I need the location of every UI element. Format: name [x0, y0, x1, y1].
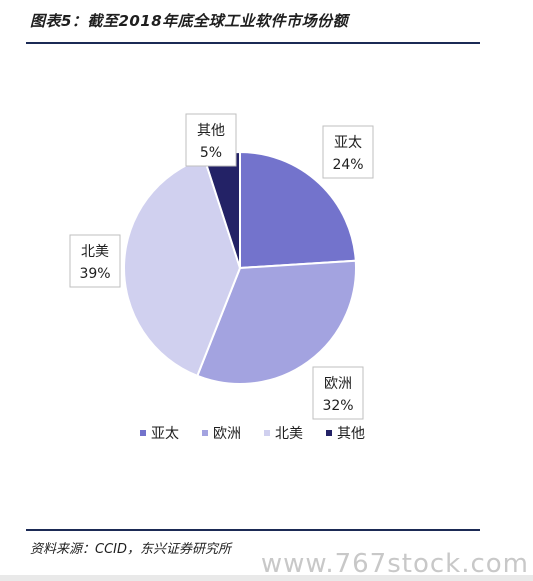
callout-value-label: 32% [322, 398, 353, 414]
legend-label-2: 欧洲 [213, 426, 241, 442]
chart-legend: 亚太 欧洲 北美 其他 [140, 426, 365, 442]
callout-box [185, 113, 237, 167]
callout-category-label: 其他 [197, 123, 225, 139]
legend-swatch-2 [202, 430, 208, 436]
callout-value-label: 24% [332, 157, 363, 173]
pie-slice-1 [239, 150, 357, 270]
callout-2: 欧洲 32% [312, 366, 364, 420]
legend-label-3: 北美 [275, 426, 303, 442]
callout-value-label: 5% [200, 145, 222, 161]
bottom-band [0, 575, 533, 581]
pie-callouts: 亚太 24% 欧洲 32% 北美 39% 其他 5% [69, 113, 374, 420]
source-note: 资料来源：CCID，东兴证券研究所 [30, 542, 231, 557]
watermark: www.767stock.com [260, 549, 529, 579]
callout-box [69, 234, 121, 288]
top-divider [26, 42, 480, 44]
callout-1: 亚太 24% [322, 125, 374, 179]
legend-label-1: 亚太 [151, 426, 179, 442]
callout-value-label: 39% [79, 266, 110, 282]
pie-slice-3 [123, 156, 242, 378]
bottom-divider [26, 529, 480, 531]
callout-3: 北美 39% [69, 234, 121, 288]
callout-4: 其他 5% [185, 113, 237, 167]
legend-swatch-3 [264, 430, 270, 436]
callout-category-label: 欧洲 [324, 376, 352, 392]
legend-swatch-1 [140, 430, 146, 436]
legend-swatch-4 [326, 430, 332, 436]
callout-box [312, 366, 364, 420]
callout-category-label: 亚太 [334, 135, 362, 151]
pie-slice-2 [195, 259, 357, 385]
chart-title: 图表5：截至2018年底全球工业软件市场份额 [30, 12, 349, 30]
callout-category-label: 北美 [81, 244, 109, 260]
callout-box [322, 125, 374, 179]
legend-label-4: 其他 [337, 426, 365, 442]
pie-slices [123, 150, 357, 385]
